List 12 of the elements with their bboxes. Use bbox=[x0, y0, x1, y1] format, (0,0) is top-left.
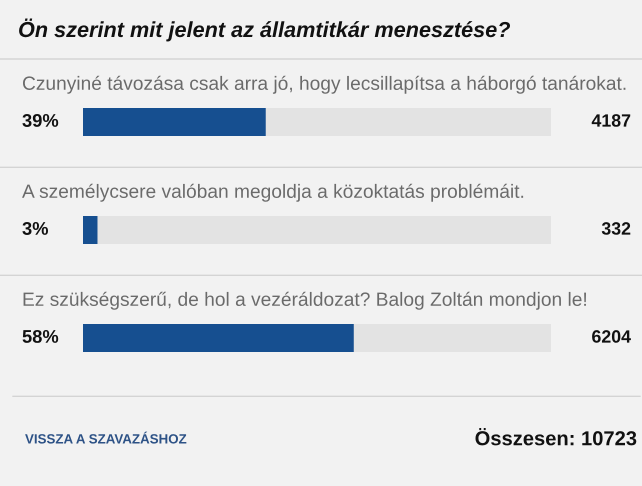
text: VISSZA A SZAVAZÁSHOZ bbox=[25, 432, 186, 444]
y-tick-label: Ez szükségszerű, de hol a vezéráldozat? Balog Zoltán mondjon le! bbox=[24, 292, 586, 310]
chart-title: Ön szerint mit jelent az államtitkár menesztése? bbox=[19, 18, 510, 42]
text: 39% bbox=[22, 114, 58, 127]
text: 3% bbox=[22, 222, 48, 235]
data-label: 332 bbox=[602, 222, 630, 235]
data-label: 4187 bbox=[592, 114, 630, 127]
text: Összesen: 10723 bbox=[476, 428, 636, 446]
text: 58% bbox=[22, 330, 58, 343]
y-tick-label: A személycsere valóban megoldja a közoktatás problémáit. bbox=[22, 184, 524, 202]
data-label: 6204 bbox=[592, 330, 631, 343]
y-tick-label: Czunyiné távozása csak arra jó, hogy lecsillapítsa a háborgó tanárokat. bbox=[22, 76, 626, 94]
